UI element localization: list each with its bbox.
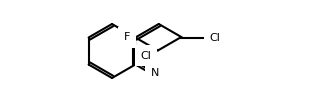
Text: F: F — [124, 33, 130, 43]
Text: Cl: Cl — [140, 50, 151, 60]
Text: Cl: Cl — [210, 33, 220, 43]
Text: N: N — [150, 68, 159, 78]
